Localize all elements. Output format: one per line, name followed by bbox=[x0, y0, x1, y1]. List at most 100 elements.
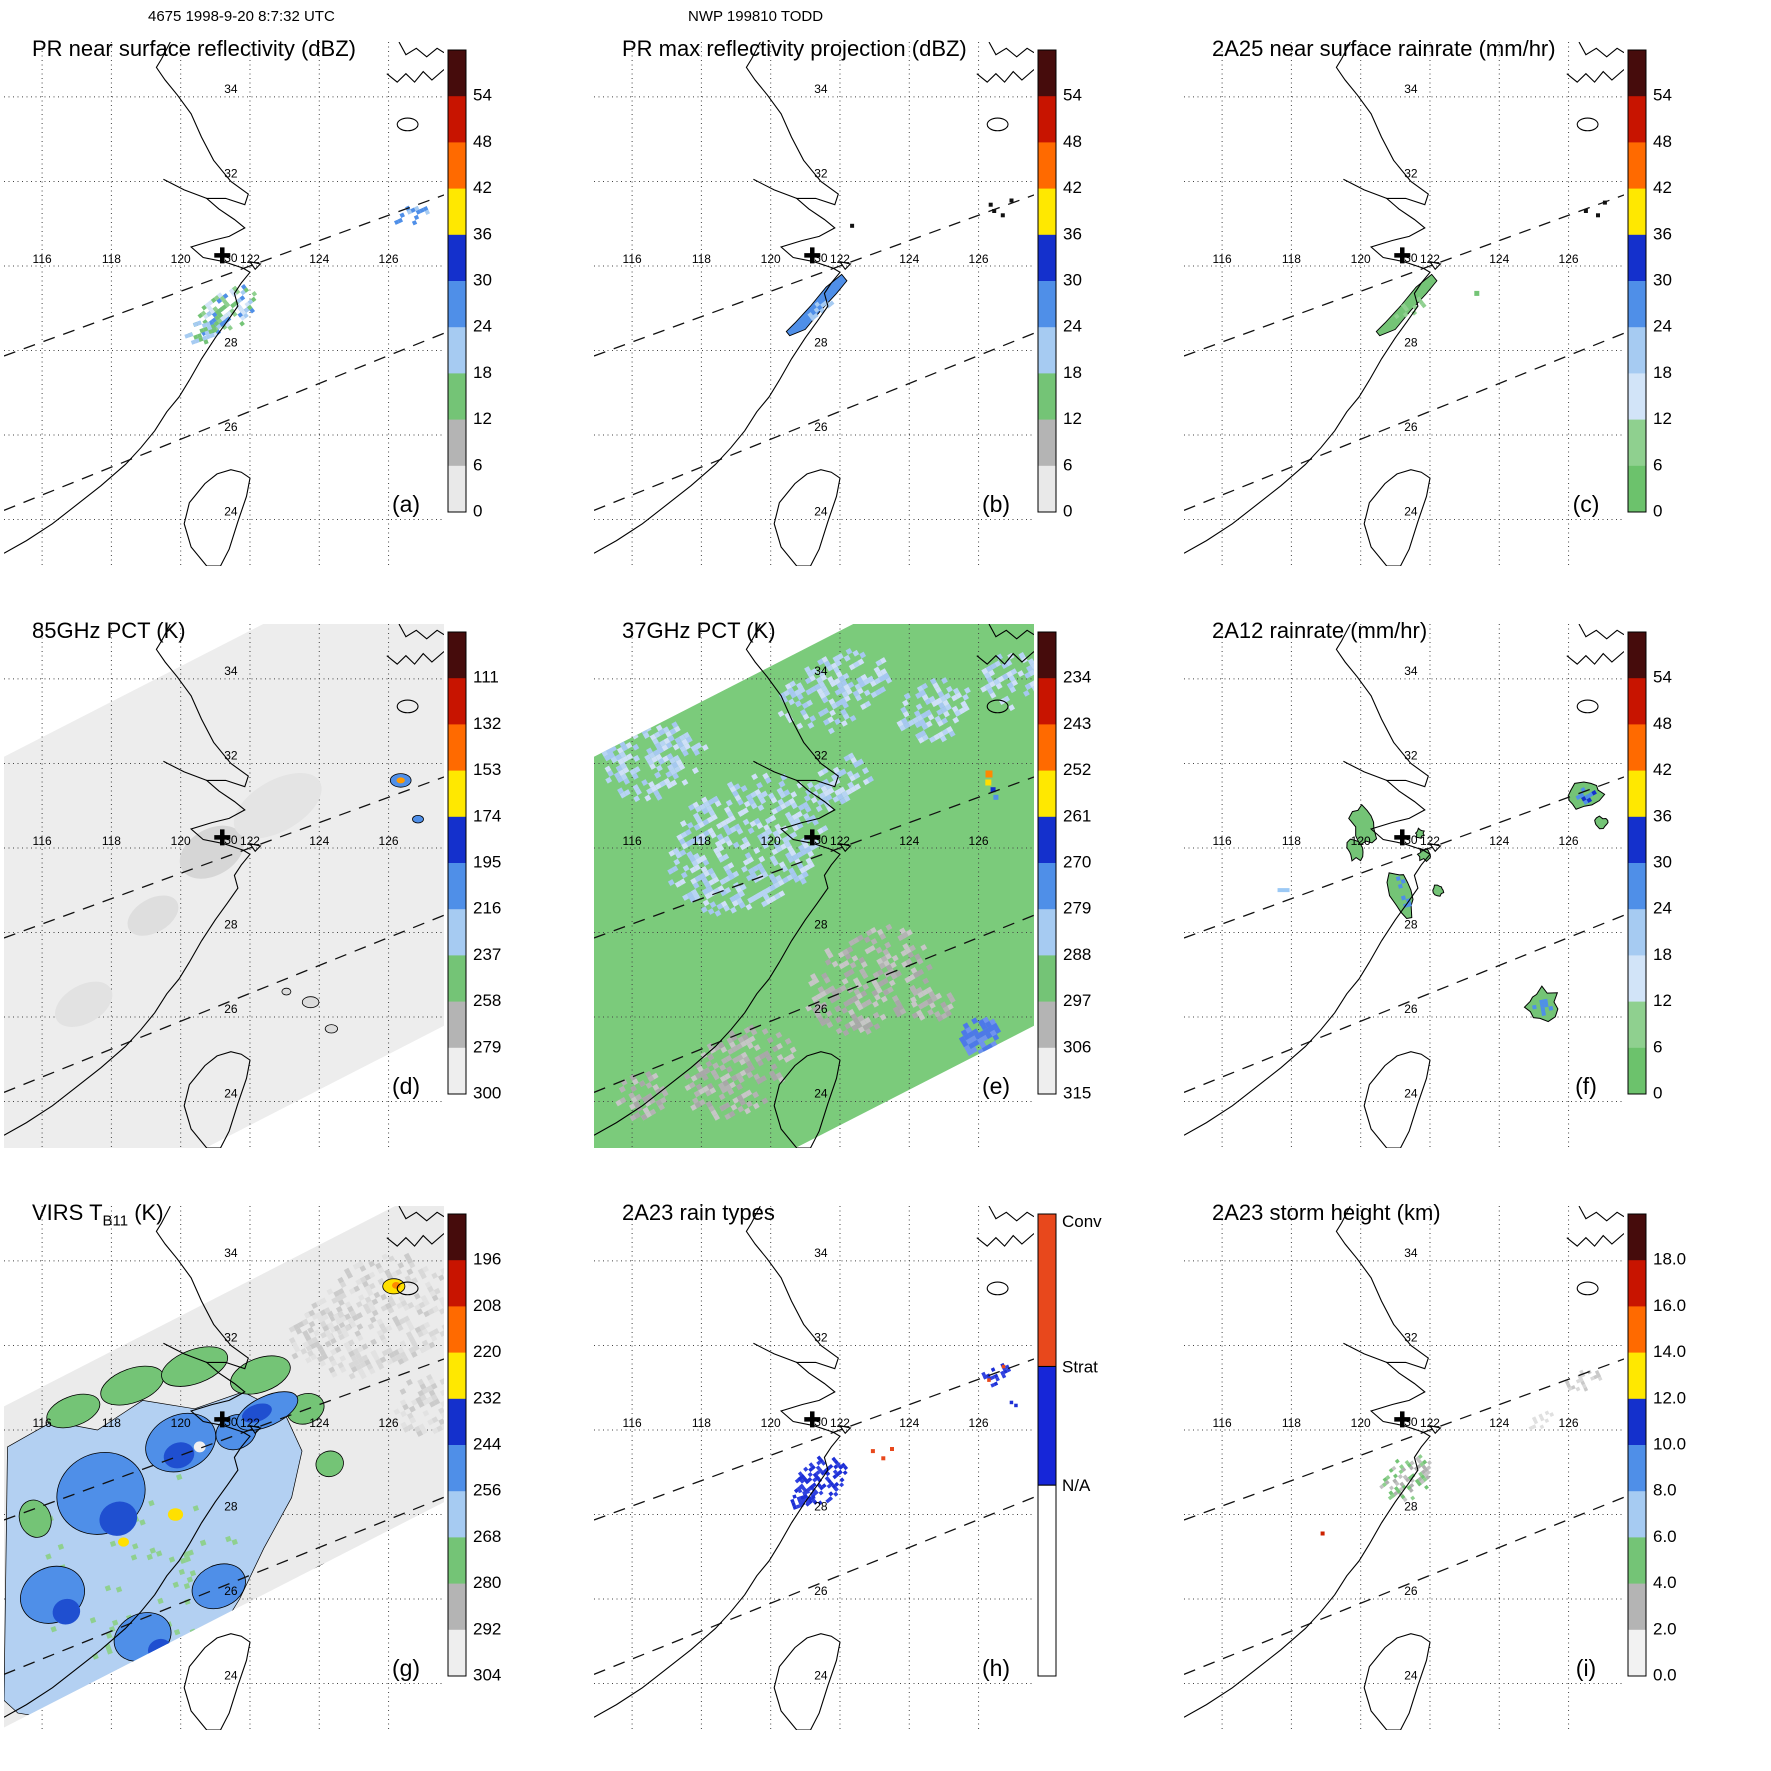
lon-label: 122 bbox=[240, 1416, 260, 1430]
colorbar-segment bbox=[1038, 188, 1056, 236]
data-speckle-cluster bbox=[1564, 1369, 1603, 1392]
colorbar-tick-label: 306 bbox=[1063, 1037, 1091, 1056]
data-pixel bbox=[1596, 213, 1600, 218]
colorbar-segment bbox=[1038, 909, 1056, 956]
lon-label: 118 bbox=[102, 252, 121, 266]
lon-label: 120 bbox=[171, 252, 191, 266]
colorbar-tick-label: 24 bbox=[1653, 899, 1672, 918]
data-pixel bbox=[988, 202, 993, 207]
lat-label: 30 bbox=[814, 833, 828, 847]
data-blob bbox=[163, 1442, 195, 1469]
storm-center-marker bbox=[214, 247, 231, 264]
longitude-labels: 116 118 120 122 124 126 bbox=[623, 834, 989, 848]
panel-title-text: VIRS T bbox=[32, 1200, 103, 1225]
latitude-labels: 34 32 30 28 26 24 bbox=[224, 82, 238, 519]
lat-label: 30 bbox=[224, 1415, 238, 1429]
data-overlay-layer bbox=[184, 205, 431, 345]
colorbar-tick-label: 256 bbox=[473, 1481, 501, 1500]
lon-label: 122 bbox=[1420, 834, 1440, 848]
colorbar-segment bbox=[1628, 632, 1646, 679]
jeju-island bbox=[1576, 699, 1599, 714]
storm-center-marker bbox=[804, 829, 821, 846]
lon-label: 116 bbox=[1213, 252, 1232, 266]
china-coastline bbox=[4, 1206, 251, 1718]
colorbar-tick-label: 252 bbox=[1063, 760, 1091, 779]
map-panel-b: PR max reflectivity projection (dBZ) 116… bbox=[590, 24, 1180, 606]
colorbar-tick-label: 0 bbox=[1653, 501, 1662, 520]
data-pixel bbox=[993, 794, 999, 800]
data-pixel bbox=[1001, 1364, 1006, 1369]
longitude-labels: 116 118 120 122 124 126 bbox=[33, 834, 399, 848]
colorbar-outline bbox=[1627, 49, 1647, 513]
lat-label: 26 bbox=[814, 1002, 828, 1016]
data-overlay-layer bbox=[785, 198, 1014, 337]
outlined-rain-cell bbox=[1594, 815, 1609, 830]
lon-label: 124 bbox=[309, 1416, 329, 1430]
colorbar-tick-label: 297 bbox=[1063, 991, 1091, 1010]
panel-letter-label: (g) bbox=[392, 1655, 420, 1681]
colorbar-segment bbox=[1628, 419, 1646, 467]
data-blob bbox=[274, 1684, 309, 1709]
lon-label: 124 bbox=[1489, 834, 1509, 848]
longitude-labels: 116 118 120 122 124 126 bbox=[623, 1416, 989, 1430]
panel-title-text: 2A23 storm height (km) bbox=[1212, 1200, 1441, 1225]
colorbar-segment bbox=[448, 373, 466, 421]
colorbar-tick-label: 261 bbox=[1063, 806, 1091, 825]
yangtze-river bbox=[163, 760, 207, 781]
panel-letter-label: (b) bbox=[982, 491, 1010, 517]
swath-edge-lower bbox=[4, 914, 444, 1093]
colorbar-tick-label: N/A bbox=[1062, 1476, 1091, 1495]
colorbar-tick-labels: 196 208 220 232 244 256 268 280 292 304 bbox=[473, 1250, 501, 1685]
panel-letter-label: (a) bbox=[392, 491, 420, 517]
lon-label: 124 bbox=[899, 834, 919, 848]
lat-label: 34 bbox=[1404, 82, 1418, 96]
swath-edge-upper bbox=[1184, 776, 1624, 939]
data-blob bbox=[301, 996, 320, 1009]
korea-south-coastline bbox=[1566, 1233, 1624, 1247]
data-blob bbox=[194, 1705, 216, 1717]
colorbar-tick-labels: 54 48 42 36 30 24 18 12 6 0 bbox=[473, 86, 492, 521]
lat-label: 30 bbox=[814, 251, 828, 265]
data-blob bbox=[265, 1632, 297, 1659]
data-blob bbox=[118, 1537, 129, 1547]
colorbar-segment bbox=[448, 1352, 466, 1400]
swath-edge-lower bbox=[1184, 914, 1624, 1093]
colorbar-segment bbox=[448, 770, 466, 818]
panel-letter-label: (f) bbox=[1575, 1073, 1597, 1099]
colorbar-segment bbox=[1628, 373, 1646, 421]
swath-edge-lower bbox=[1184, 1496, 1624, 1675]
jeju-island bbox=[396, 699, 419, 714]
colorbar-tick-label: 216 bbox=[473, 899, 501, 918]
colorbar-segment bbox=[1038, 816, 1056, 864]
lon-label: 122 bbox=[830, 1416, 850, 1430]
lat-label: 26 bbox=[224, 1002, 238, 1016]
colorbar-segment bbox=[1037, 1213, 1057, 1367]
colorbar-tick-label: 36 bbox=[1653, 224, 1672, 243]
lat-label: 28 bbox=[814, 335, 828, 349]
map-panel-e: 37GHz PCT (K) 116 118 120 122 124 126 34 32 30 28… bbox=[590, 606, 1180, 1188]
china-coastline bbox=[1184, 42, 1431, 554]
data-overlay-layer bbox=[1277, 781, 1609, 1023]
lat-label: 34 bbox=[814, 1246, 828, 1260]
lon-label: 120 bbox=[171, 1416, 191, 1430]
korea-coast-squiggle bbox=[1578, 624, 1624, 640]
lat-label: 24 bbox=[224, 1669, 238, 1683]
lat-label: 26 bbox=[1404, 1002, 1418, 1016]
coastlines bbox=[594, 1206, 1034, 1730]
latitude-labels: 34 32 30 28 26 24 bbox=[814, 664, 828, 1101]
colorbar-tick-label: 48 bbox=[1653, 714, 1672, 733]
latitude-labels: 34 32 30 28 26 24 bbox=[1404, 664, 1418, 1101]
panel-title-h: 2A23 rain types bbox=[622, 1200, 775, 1226]
colorbar-segment bbox=[448, 816, 466, 864]
lon-label: 116 bbox=[33, 1416, 52, 1430]
swath-edge-upper bbox=[594, 194, 1034, 357]
data-speckle-cluster bbox=[184, 320, 218, 345]
colorbar-segment bbox=[448, 1398, 466, 1446]
colorbar-tick-label: 2.0 bbox=[1653, 1619, 1677, 1638]
lat-label: 34 bbox=[814, 82, 828, 96]
lon-label: 126 bbox=[1559, 1416, 1579, 1430]
panel-title-text: 2A12 rainrate (mm/hr) bbox=[1212, 618, 1428, 643]
coastlines bbox=[594, 42, 1034, 566]
data-blob bbox=[193, 1441, 206, 1453]
yangtze-river bbox=[163, 178, 207, 199]
